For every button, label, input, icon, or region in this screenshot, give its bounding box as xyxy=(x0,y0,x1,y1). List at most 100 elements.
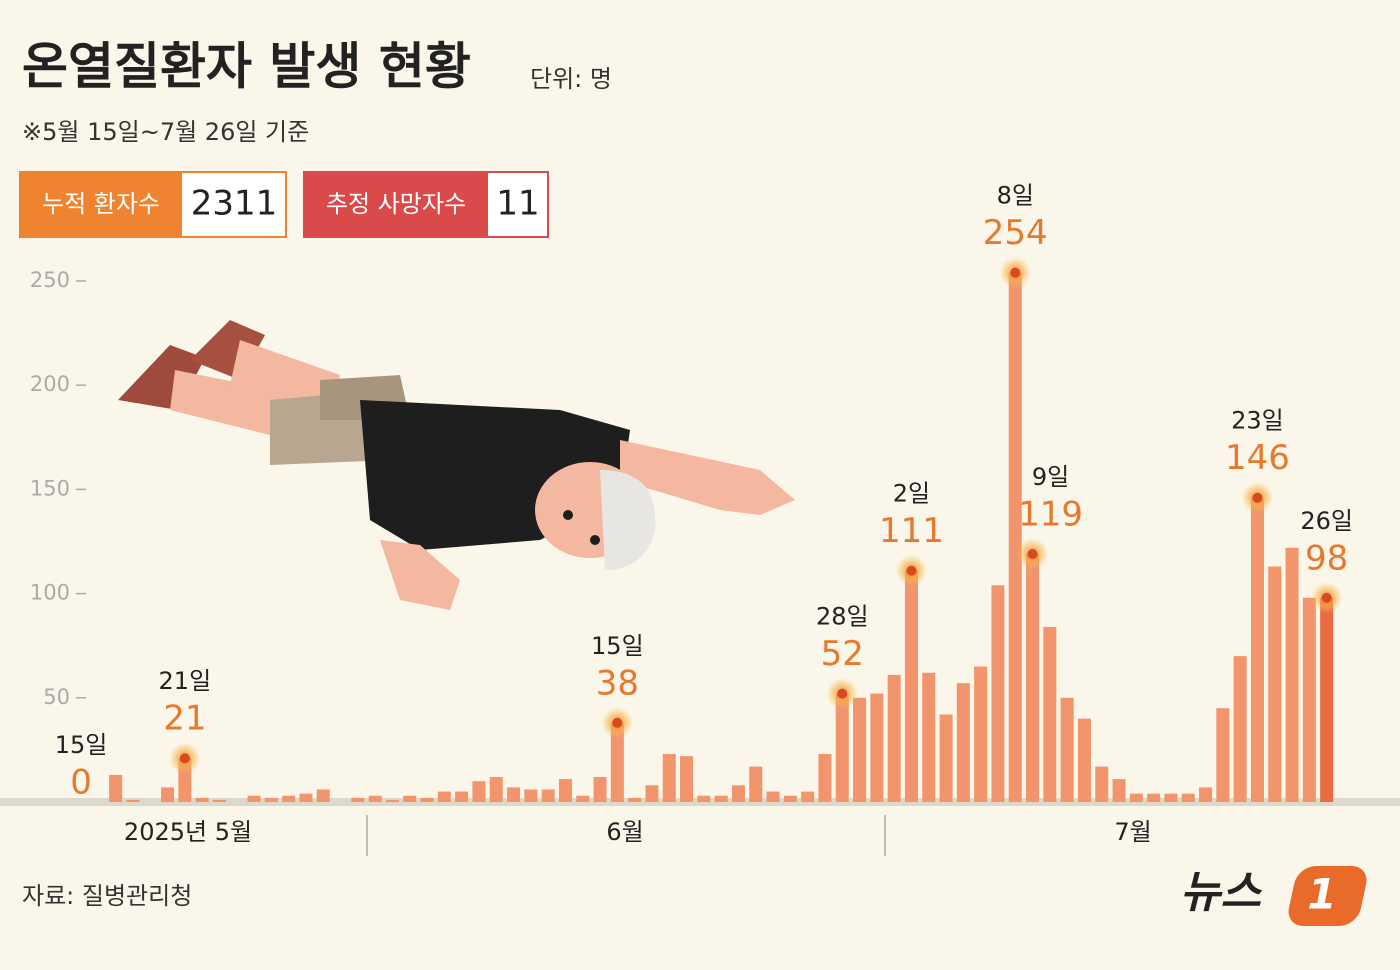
stat-label-box xyxy=(20,172,182,237)
bar xyxy=(437,791,451,802)
bar xyxy=(1302,597,1316,802)
chart-title: 온열질환자 발생 현황 xyxy=(22,38,471,96)
bar xyxy=(489,776,503,802)
bar xyxy=(939,714,953,802)
bar xyxy=(818,754,832,802)
highlight-dot xyxy=(1010,267,1021,278)
bar xyxy=(1285,547,1299,802)
bar xyxy=(316,789,330,802)
stat-label: 추정 사망자수 xyxy=(326,190,466,218)
bar xyxy=(662,754,676,802)
bar xyxy=(1026,554,1040,802)
bar xyxy=(126,799,140,802)
bar xyxy=(887,674,901,802)
bar xyxy=(558,779,572,802)
bar xyxy=(282,795,296,802)
y-tick-label: 50 xyxy=(43,685,70,709)
bar xyxy=(904,570,918,802)
bar xyxy=(593,776,607,802)
highlight-dot xyxy=(179,753,190,764)
bar xyxy=(1320,597,1334,802)
month-label: 2025년 5월 xyxy=(124,818,252,846)
date-label: 26일 xyxy=(1300,507,1353,535)
date-label: 28일 xyxy=(816,603,869,631)
bar xyxy=(1112,779,1126,802)
bar xyxy=(420,797,434,802)
bar xyxy=(507,787,521,802)
bar xyxy=(645,785,659,802)
bar xyxy=(541,789,555,802)
month-label: 6월 xyxy=(606,818,643,846)
bar xyxy=(472,781,486,802)
bar xyxy=(455,791,469,802)
value-label: 38 xyxy=(596,663,639,703)
bar xyxy=(801,791,815,802)
bar xyxy=(680,756,694,802)
bar xyxy=(749,766,763,802)
bar xyxy=(368,795,382,802)
y-tick-label: 150 xyxy=(30,476,70,500)
highlight-dot xyxy=(906,565,917,576)
value-label: 111 xyxy=(879,511,944,551)
bar xyxy=(247,795,261,802)
bar xyxy=(1008,272,1022,802)
bar xyxy=(714,795,728,802)
bar xyxy=(835,693,849,802)
logo-mark: 1 xyxy=(1307,870,1336,919)
bar xyxy=(783,795,797,802)
bar xyxy=(1250,497,1264,802)
highlight-dot xyxy=(612,717,623,728)
bar xyxy=(403,795,417,802)
month-label: 7월 xyxy=(1114,818,1151,846)
bar xyxy=(956,683,970,802)
stat-label: 누적 환자수 xyxy=(42,190,160,218)
bar xyxy=(109,774,123,802)
bar xyxy=(1129,793,1143,802)
date-label: 2일 xyxy=(893,480,930,508)
value-label: 52 xyxy=(821,634,864,674)
stat-value: 2311 xyxy=(191,184,278,224)
bar xyxy=(1216,708,1230,802)
subtitle: ※5월 15일~7월 26일 기준 xyxy=(22,118,309,146)
value-label: 21 xyxy=(163,699,206,739)
bar xyxy=(524,789,538,802)
value-label: 254 xyxy=(983,213,1048,253)
date-label: 8일 xyxy=(997,182,1034,210)
logo-text: 뉴스 xyxy=(1180,867,1262,918)
bar xyxy=(853,697,867,802)
bar xyxy=(870,693,884,802)
bar xyxy=(922,672,936,802)
bar xyxy=(264,797,278,802)
bar xyxy=(576,795,590,802)
bar xyxy=(697,795,711,802)
bar xyxy=(161,787,175,802)
date-label: 15일 xyxy=(55,731,108,759)
date-label: 23일 xyxy=(1231,407,1284,435)
bar xyxy=(212,799,226,802)
date-label: 15일 xyxy=(591,632,644,660)
y-tick-label: 250 xyxy=(30,268,70,292)
value-label: 0 xyxy=(70,763,92,803)
bar xyxy=(628,797,642,802)
bar xyxy=(974,666,988,802)
bar xyxy=(1147,793,1161,802)
bar xyxy=(299,793,313,802)
bar xyxy=(1268,566,1282,802)
stat-value: 11 xyxy=(496,184,539,224)
y-tick-label: 100 xyxy=(30,581,70,605)
bar xyxy=(1199,787,1213,802)
logo: 뉴스 1 xyxy=(1180,866,1367,926)
date-label: 9일 xyxy=(1032,463,1069,491)
unit-label: 단위: 명 xyxy=(530,65,612,93)
bar xyxy=(1233,656,1247,802)
y-tick-label: 200 xyxy=(30,372,70,396)
bar xyxy=(731,785,745,802)
value-label: 98 xyxy=(1305,538,1348,578)
source: 자료: 질병관리청 xyxy=(22,882,192,910)
bar xyxy=(385,799,399,802)
highlight-dot xyxy=(1027,549,1038,560)
logo-badge xyxy=(1288,866,1367,926)
illustration xyxy=(118,320,795,610)
bar xyxy=(1043,626,1057,802)
value-label: 119 xyxy=(1018,495,1083,535)
